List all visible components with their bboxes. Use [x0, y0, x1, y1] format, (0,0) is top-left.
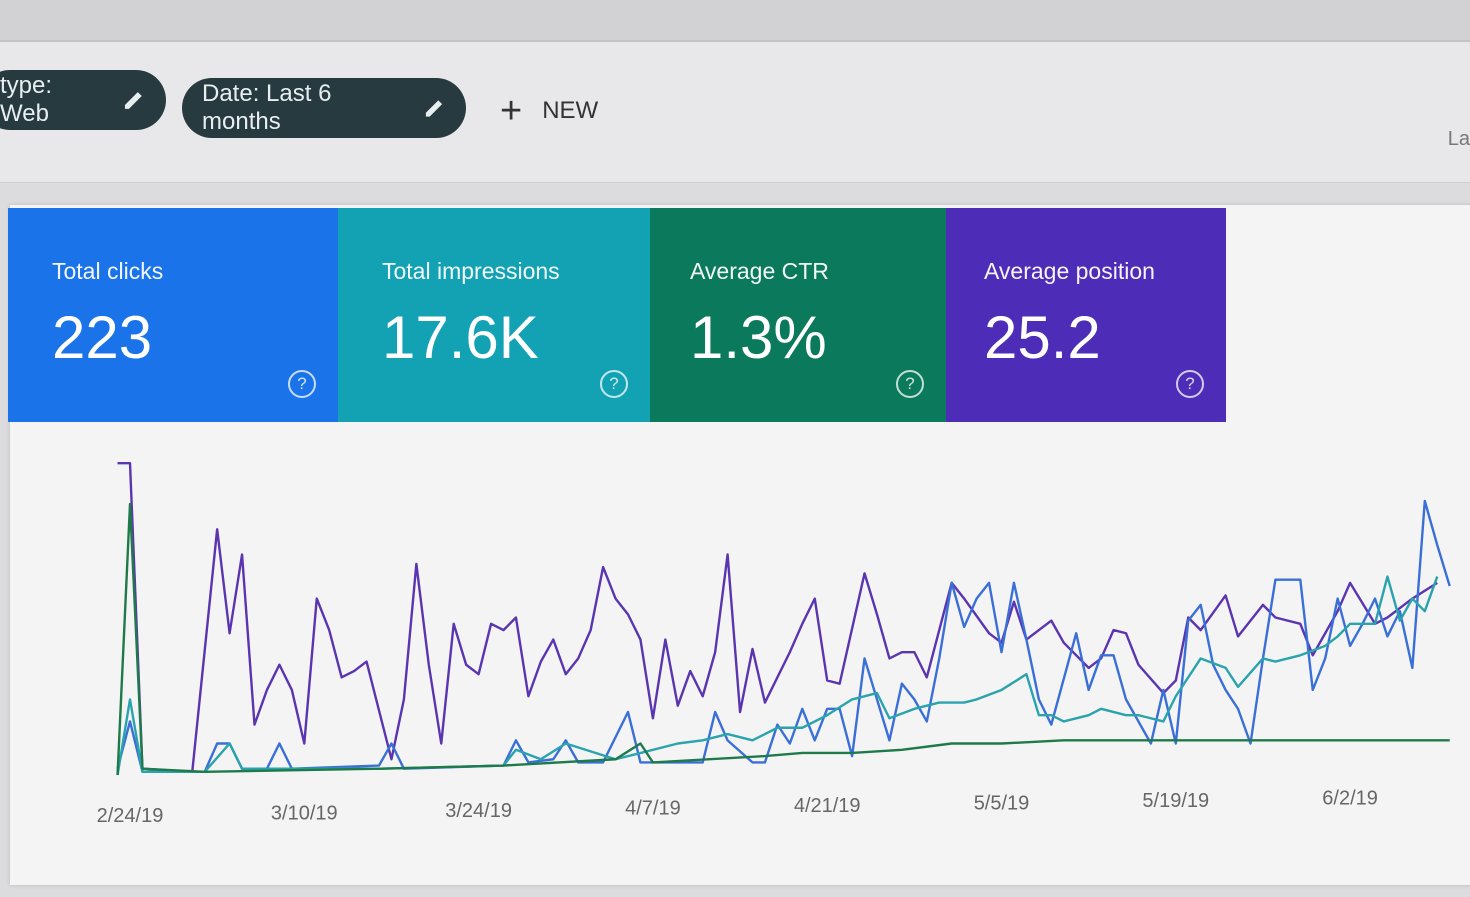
series-line-average-ctr: [116, 502, 1450, 776]
series-line-total-impressions: [116, 575, 1439, 776]
chip-label: Date: Last 6 months: [202, 80, 332, 135]
new-filter-button[interactable]: + NEW: [500, 92, 598, 130]
help-icon[interactable]: ?: [600, 370, 628, 398]
x-tick-label: 4/7/19: [625, 798, 681, 820]
plus-icon: +: [500, 90, 523, 132]
new-label: NEW: [542, 97, 599, 124]
pencil-icon[interactable]: [122, 88, 146, 112]
performance-chart[interactable]: 2/24/19 3/10/19 3/24/19 4/7/19 4/21/19 5/5/19…: [0, 430, 1470, 850]
chip-label: type: Web: [0, 72, 53, 127]
x-tick-label: 5/19/19: [1142, 790, 1209, 812]
help-icon[interactable]: ?: [1176, 370, 1204, 398]
series-line-average-position: [117, 461, 1438, 774]
metric-label: Total clicks: [52, 258, 164, 284]
x-tick-label: 5/5/19: [974, 793, 1030, 815]
x-tick-label: 3/24/19: [445, 800, 512, 822]
edge-text: La: [1447, 128, 1470, 150]
pencil-icon[interactable]: [423, 96, 446, 120]
help-icon[interactable]: ?: [288, 370, 316, 398]
metric-average-position[interactable]: Average position 25.2 ?: [946, 208, 1226, 422]
metric-total-impressions[interactable]: Total impressions 17.6K ?: [338, 208, 650, 422]
metric-value: 17.6K: [382, 304, 539, 371]
metric-label: Total impressions: [382, 258, 560, 284]
x-tick-label: 3/10/19: [271, 803, 338, 825]
metric-average-ctr[interactable]: Average CTR 1.3% ?: [650, 208, 946, 422]
date-filter-chip[interactable]: Date: Last 6 months: [182, 78, 466, 138]
metric-label: Average CTR: [690, 258, 829, 284]
help-icon[interactable]: ?: [896, 370, 924, 398]
metric-value: 1.3%: [690, 304, 827, 371]
series-line-total-clicks: [116, 499, 1451, 774]
search-type-filter-chip[interactable]: type: Web: [0, 70, 166, 130]
browser-top-strip: [0, 0, 1470, 42]
metric-label: Average position: [984, 258, 1155, 284]
x-tick-label: 4/21/19: [794, 795, 861, 817]
x-tick-label: 6/2/19: [1322, 788, 1378, 810]
metric-value: 223: [52, 304, 153, 371]
metric-total-clicks[interactable]: Total clicks 223 ?: [8, 208, 338, 422]
x-tick-label: 2/24/19: [97, 805, 164, 827]
metric-value: 25.2: [984, 304, 1101, 371]
